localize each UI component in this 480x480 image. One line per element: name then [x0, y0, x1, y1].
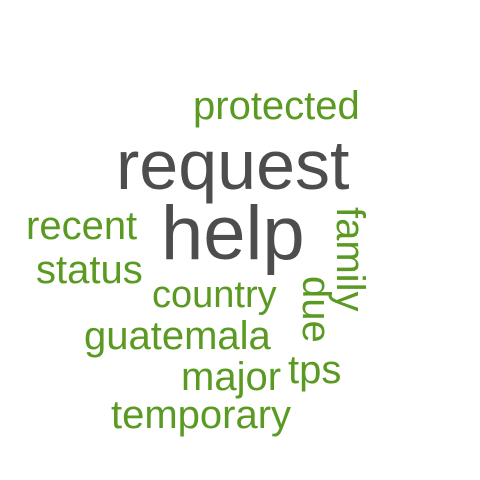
word-status: status [36, 248, 143, 292]
word-tps: tps [288, 348, 342, 392]
word-protected: protected [193, 84, 360, 128]
word-request: request [116, 126, 350, 204]
word-recent: recent [26, 204, 138, 248]
word-temporary: temporary [111, 393, 292, 437]
word-major: major [181, 355, 282, 399]
word-due: due [294, 276, 338, 343]
word-guatemala: guatemala [84, 314, 271, 358]
word-country: country [152, 274, 277, 316]
word-help: help [161, 191, 305, 276]
